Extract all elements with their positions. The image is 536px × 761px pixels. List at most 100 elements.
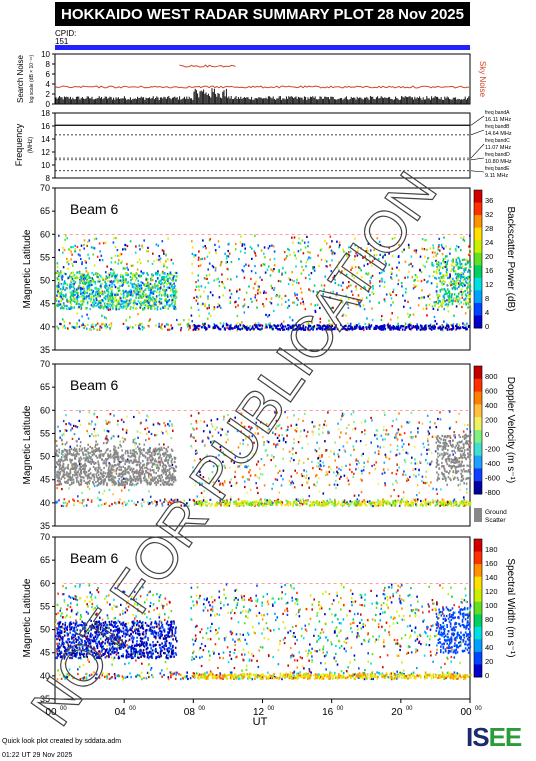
data-cell (76, 440, 78, 443)
data-cell (275, 427, 277, 430)
data-cell (112, 493, 114, 496)
data-cell (111, 478, 114, 481)
data-cell (162, 293, 165, 296)
data-cell (446, 483, 448, 486)
data-cell (165, 457, 167, 460)
data-cell (277, 324, 279, 327)
data-cell (345, 294, 347, 297)
data-cell (437, 293, 439, 296)
data-cell (110, 325, 113, 328)
data-cell (93, 300, 96, 303)
data-cell (316, 324, 319, 327)
data-cell (445, 265, 448, 268)
data-cell (423, 446, 425, 449)
data-cell (75, 464, 77, 467)
data-cell (225, 261, 227, 264)
data-cell (247, 478, 250, 481)
data-cell (271, 287, 274, 290)
data-cell (352, 411, 355, 414)
lat-tick-label: 35 (40, 521, 50, 531)
data-cell (207, 317, 209, 320)
data-cell (62, 297, 65, 300)
data-cell (307, 328, 309, 331)
data-cell (85, 275, 88, 278)
data-cell (158, 299, 161, 302)
data-cell (219, 483, 221, 486)
data-cell (164, 293, 166, 296)
data-cell (219, 322, 222, 325)
data-cell (318, 454, 321, 457)
data-cell (84, 307, 87, 310)
data-cell (142, 293, 145, 296)
data-cell (87, 459, 89, 462)
data-cell (249, 428, 252, 431)
data-cell (120, 261, 122, 264)
freq-tick-label: 10 (41, 161, 50, 170)
data-cell (160, 325, 162, 328)
data-cell (429, 426, 431, 429)
data-cell (448, 301, 450, 304)
data-cell (364, 419, 367, 422)
data-cell (329, 498, 331, 501)
data-cell (68, 307, 70, 310)
data-cell (414, 468, 417, 471)
data-cell (109, 421, 111, 424)
data-cell (334, 328, 336, 331)
data-cell (465, 326, 467, 329)
data-cell (446, 326, 448, 330)
data-cell (457, 246, 460, 249)
data-cell (225, 324, 228, 327)
data-cell (159, 302, 161, 305)
data-cell (357, 300, 359, 303)
data-cell (394, 327, 396, 330)
data-cell (88, 297, 90, 300)
data-cell (436, 492, 439, 495)
data-cell (120, 480, 123, 483)
data-cell (289, 502, 292, 505)
data-cell (82, 291, 84, 294)
data-cell (151, 304, 153, 307)
data-cell (427, 327, 430, 330)
data-cell (76, 426, 79, 429)
data-cell (145, 288, 147, 291)
data-cell (261, 324, 264, 327)
data-cell (165, 430, 168, 433)
data-cell (293, 324, 295, 327)
data-cell (411, 456, 413, 459)
data-cell (468, 253, 470, 256)
data-cell (228, 326, 231, 329)
data-cell (419, 269, 421, 272)
data-cell (211, 435, 214, 438)
data-cell (155, 243, 158, 246)
data-cell (437, 302, 439, 305)
data-cell (392, 301, 394, 304)
data-cell (173, 286, 176, 289)
data-cell (151, 299, 154, 302)
data-cell (103, 429, 106, 432)
data-cell (308, 477, 310, 480)
data-cell (270, 327, 273, 330)
data-cell (348, 253, 350, 256)
data-cell (166, 272, 169, 276)
data-cell (117, 460, 120, 463)
data-cell (329, 291, 332, 294)
data-cell (79, 254, 81, 257)
data-cell (82, 277, 85, 281)
data-cell (126, 502, 129, 505)
data-cell (148, 288, 150, 291)
data-cell (274, 411, 276, 414)
colorbar-tick-label: 12 (485, 280, 493, 289)
data-cell (125, 273, 127, 277)
data-cell (446, 274, 448, 277)
data-cell (162, 306, 164, 309)
data-cell (459, 259, 461, 262)
data-cell (120, 489, 123, 492)
data-cell (323, 464, 325, 467)
data-cell (72, 452, 75, 455)
data-cell (382, 254, 385, 258)
data-cell (56, 500, 59, 503)
data-cell (341, 270, 343, 273)
data-cell (347, 306, 350, 309)
data-cell (391, 255, 394, 258)
